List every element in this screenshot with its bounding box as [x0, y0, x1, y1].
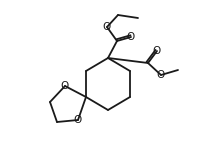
Text: O: O — [61, 81, 69, 91]
Text: O: O — [74, 115, 82, 125]
Text: O: O — [157, 70, 165, 80]
Text: O: O — [127, 32, 135, 42]
Text: O: O — [153, 46, 161, 56]
Text: O: O — [103, 22, 111, 32]
